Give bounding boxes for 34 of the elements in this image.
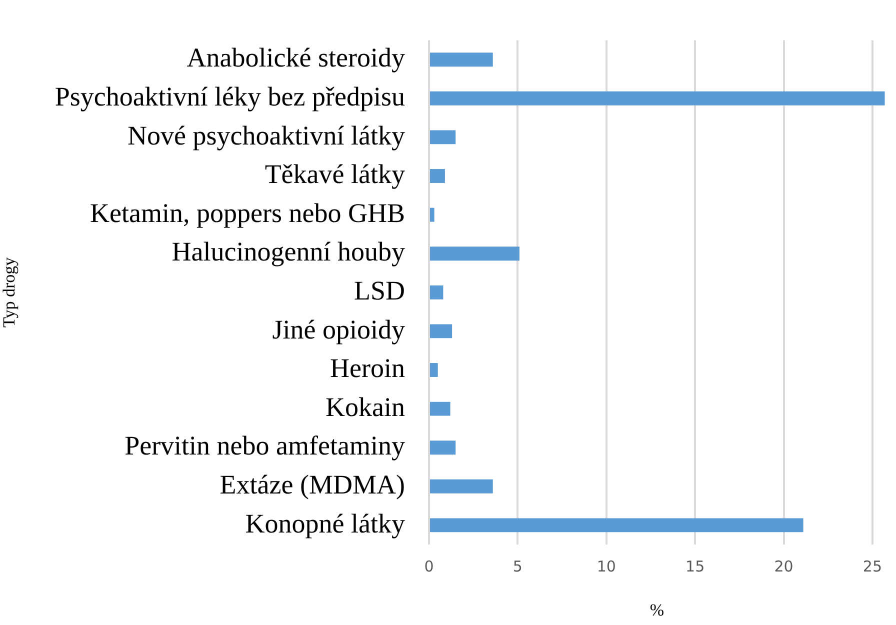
- bar: [430, 440, 456, 455]
- x-tick-label: 15: [686, 557, 705, 576]
- bar: [430, 518, 804, 532]
- bar: [430, 363, 438, 377]
- bar: [430, 285, 444, 300]
- bar: [430, 91, 885, 106]
- y-tick-label: Kokain: [326, 392, 406, 422]
- y-tick-label: Pervitin nebo amfetaminy: [124, 430, 406, 461]
- x-tick-label: 20: [774, 557, 794, 576]
- y-tick-label: Extáze (MDMA): [220, 469, 405, 500]
- y-tick-label: LSD: [354, 275, 405, 306]
- x-tick-label: 5: [512, 557, 522, 576]
- y-axis-title: Typ drogy: [0, 256, 19, 328]
- y-tick-label: Jiné opioidy: [272, 314, 406, 344]
- bar: [430, 246, 520, 261]
- y-tick-label: Konopné látky: [245, 508, 406, 538]
- y-tick-label: Těkavé látky: [264, 159, 406, 190]
- bar: [430, 169, 445, 183]
- bar: [430, 208, 434, 222]
- bar: [430, 479, 493, 494]
- y-tick-label: Heroin: [330, 353, 406, 384]
- bar: [430, 130, 456, 144]
- bar: [430, 324, 452, 338]
- bar: [430, 52, 493, 67]
- x-tick-label: 25: [862, 557, 882, 576]
- x-axis-title: %: [650, 600, 664, 620]
- y-tick-label: Ketamin, poppers nebo GHB: [90, 198, 405, 228]
- x-tick-label: 10: [596, 557, 616, 576]
- y-tick-label: Anabolické steroidy: [186, 42, 406, 73]
- bar: [430, 402, 450, 416]
- y-tick-label: Halucinogenní houby: [172, 236, 406, 267]
- x-tick-label: 0: [424, 557, 434, 576]
- y-tick-label: Nové psychoaktivní látky: [128, 120, 406, 150]
- y-tick-label: Psychoaktivní léky bez předpisu: [54, 81, 406, 112]
